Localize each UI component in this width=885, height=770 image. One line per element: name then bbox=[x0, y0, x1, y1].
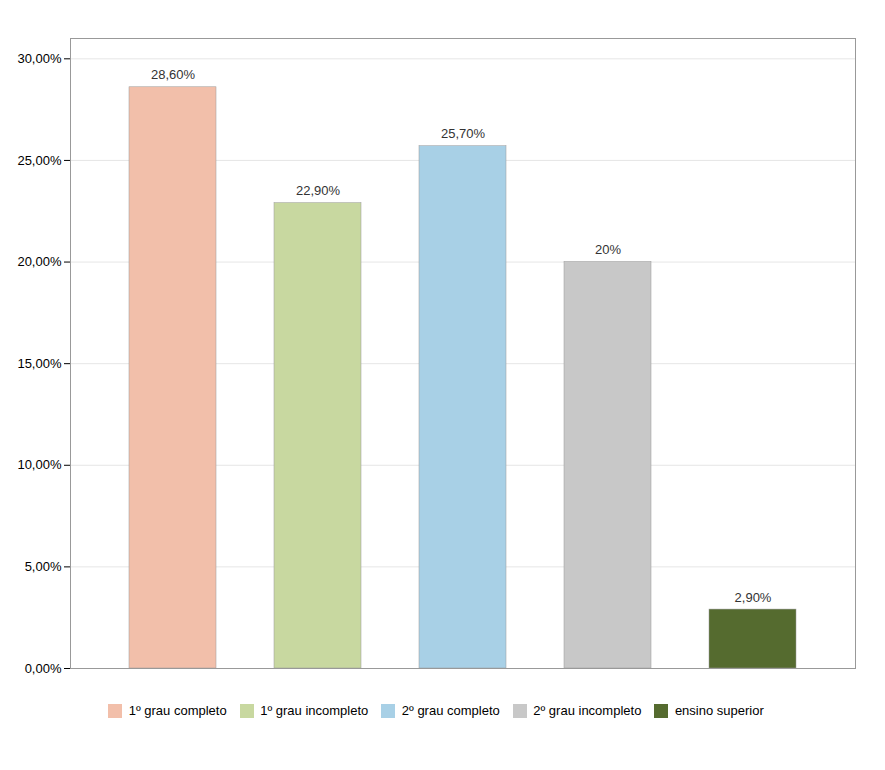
html-text:1º grau completo: 1º grau completo bbox=[128, 703, 227, 718]
html-text:1º grau incompleto: 1º grau incompleto bbox=[260, 703, 369, 718]
svg-text:10,00%: 10,00% bbox=[17, 457, 62, 472]
svg-text:15,00%: 15,00% bbox=[17, 356, 62, 371]
html-text:2º grau incompleto: 2º grau incompleto bbox=[533, 703, 642, 718]
svg-text:0,00%: 0,00% bbox=[25, 661, 62, 676]
svg-text:22,90%: 22,90% bbox=[296, 183, 341, 198]
svg-text:25,70%: 25,70% bbox=[441, 126, 486, 141]
html-text:ensino superior: ensino superior bbox=[674, 703, 764, 718]
svg-text:20%: 20% bbox=[595, 242, 621, 257]
svg-text:30,00%: 30,00% bbox=[17, 51, 62, 66]
svg-text:25,00%: 25,00% bbox=[17, 153, 62, 168]
svg-text:5,00%: 5,00% bbox=[25, 559, 62, 574]
html-text:2º grau completo: 2º grau completo bbox=[401, 703, 500, 718]
svg-text:2,90%: 2,90% bbox=[735, 590, 772, 605]
svg-text:20,00%: 20,00% bbox=[17, 254, 62, 269]
svg-text:28,60%: 28,60% bbox=[151, 67, 196, 82]
